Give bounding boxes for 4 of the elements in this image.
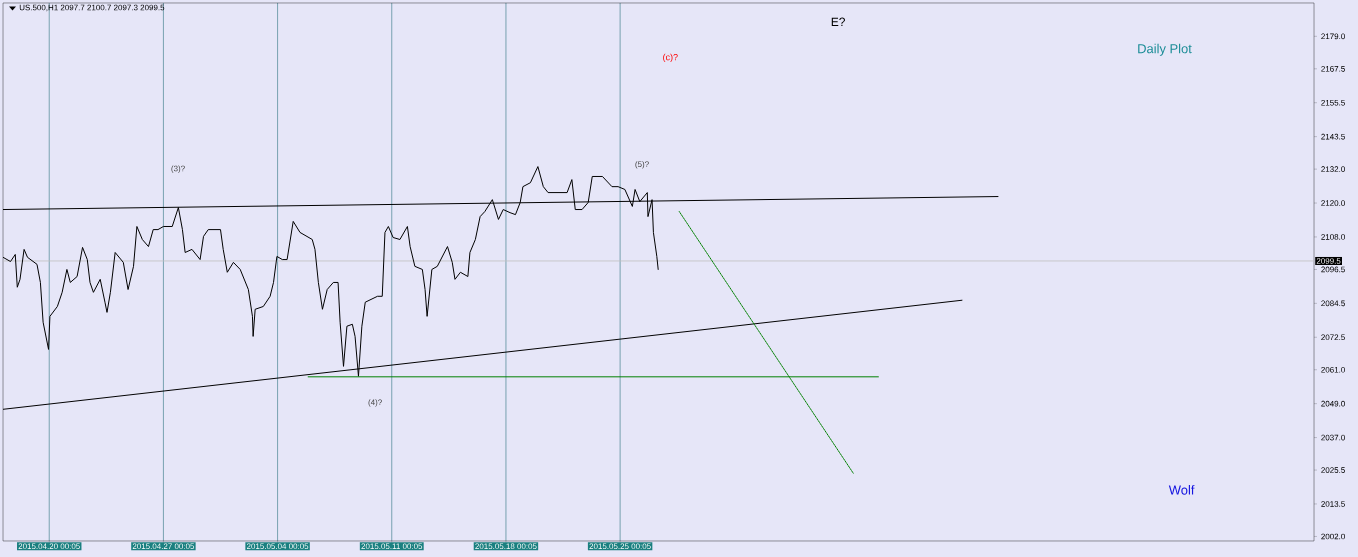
annotation: (c)? (663, 53, 678, 63)
annotation: E? (831, 17, 845, 26)
annotation: Wolf (1168, 485, 1195, 495)
annotation: Daily Plot (1138, 43, 1192, 56)
